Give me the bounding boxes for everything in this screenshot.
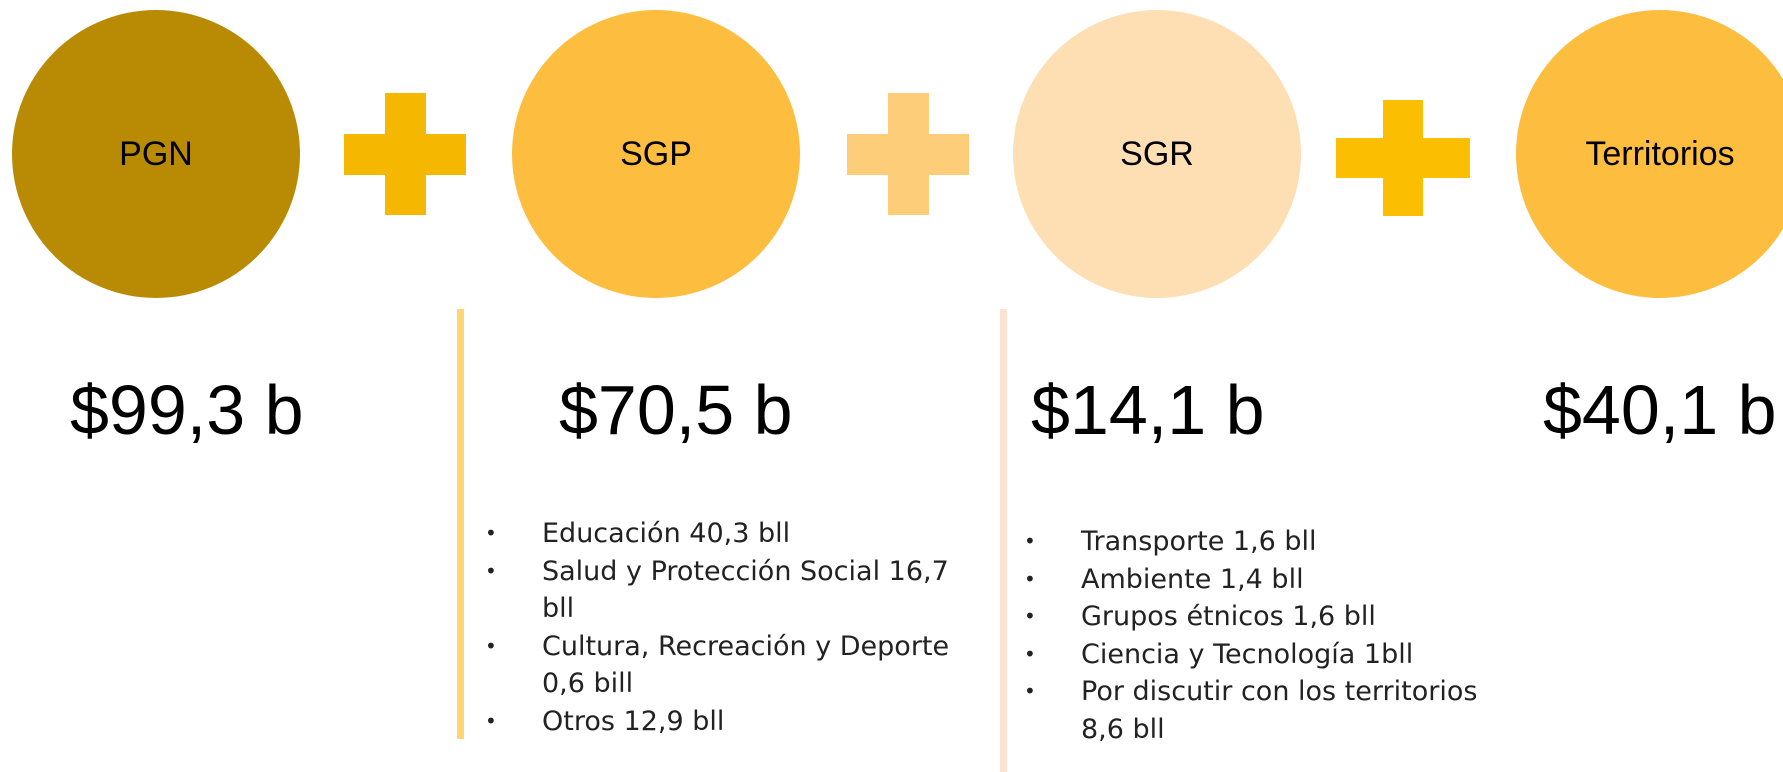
plus-sign: [344, 93, 466, 215]
divider: [1000, 309, 1007, 772]
detail-item: Por discutir con los territorios 8,6 bll: [1024, 673, 1511, 748]
amount: $99,3 b: [70, 371, 304, 449]
circle-label: SGR: [1120, 134, 1194, 173]
detail-list: Transporte 1,6 bllAmbiente 1,4 bllGrupos…: [1023, 523, 1511, 748]
detail-list: Educación 40,3 bllSalud y Protección Soc…: [484, 515, 972, 740]
plus-sign: [847, 93, 969, 215]
detail-item: Grupos étnicos 1,6 bll: [1024, 598, 1511, 636]
circle-label: Territorios: [1585, 134, 1735, 173]
amount: $14,1 b: [1031, 371, 1265, 449]
detail-item: Ciencia y Tecnología 1bll: [1024, 636, 1511, 674]
detail-item: Transporte 1,6 bll: [1024, 523, 1511, 561]
circle: SGP: [512, 10, 800, 298]
plus-sign: [1336, 100, 1470, 216]
detail-item: Cultura, Recreación y Deporte 0,6 bill: [485, 628, 972, 703]
circle: SGR: [1013, 10, 1301, 298]
detail-item: Salud y Protección Social 16,7 bll: [485, 553, 972, 628]
circle: Territorios: [1516, 10, 1783, 298]
detail-item: Ambiente 1,4 bll: [1024, 561, 1511, 599]
circle-label: PGN: [119, 134, 193, 173]
circle-label: SGP: [620, 134, 692, 173]
circle: PGN: [12, 10, 300, 298]
amount: $40,1 b: [1543, 371, 1777, 449]
amount: $70,5 b: [559, 371, 793, 449]
divider: [457, 309, 464, 739]
detail-item: Educación 40,3 bll: [485, 515, 972, 553]
detail-item: Otros 12,9 bll: [485, 703, 972, 741]
